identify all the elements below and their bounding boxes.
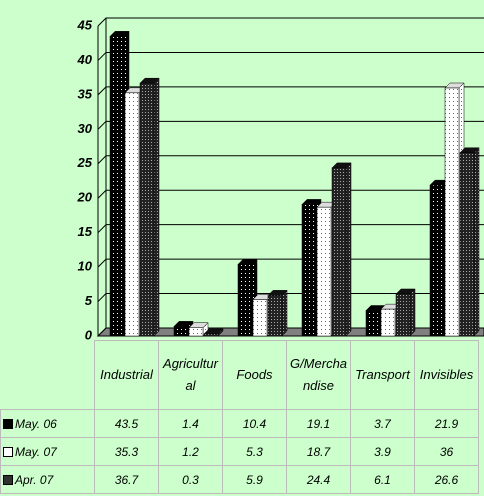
value-cell: 1.4 bbox=[158, 409, 223, 438]
value-cell: 5.9 bbox=[222, 465, 287, 494]
y-tick-label: 15 bbox=[78, 224, 93, 239]
bar bbox=[395, 293, 411, 337]
category-label: Foods bbox=[222, 340, 287, 410]
value-cell: 3.9 bbox=[350, 437, 415, 466]
bar-side bbox=[345, 162, 352, 337]
category-label: Transport bbox=[350, 340, 415, 410]
value-cell: 21.9 bbox=[414, 409, 479, 438]
bar bbox=[301, 204, 317, 337]
y-tick-label: 25 bbox=[77, 155, 93, 170]
value-cell: 36.7 bbox=[94, 465, 159, 494]
bar-side bbox=[409, 288, 416, 337]
legend-label: Apr. 07 bbox=[15, 472, 54, 487]
grid-line bbox=[97, 293, 484, 302]
category-label: G/Merchandise bbox=[286, 340, 351, 410]
value-cell: 5.3 bbox=[222, 437, 287, 466]
category-label: Industrial bbox=[94, 340, 159, 410]
grid-line bbox=[97, 17, 484, 27]
grid-line bbox=[97, 51, 484, 61]
bar bbox=[429, 184, 445, 337]
legend-label: May. 06 bbox=[15, 416, 57, 431]
grid-line bbox=[97, 258, 484, 268]
y-tick-label: 20 bbox=[77, 190, 93, 205]
legend-swatch bbox=[3, 447, 13, 458]
bar bbox=[109, 36, 125, 337]
data-table: Industrial Agricultural Foods G/Merchandise… bbox=[0, 340, 479, 494]
bar bbox=[267, 295, 283, 337]
data-row: May. 07 35.3 1.2 5.3 18.7 3.9 36 bbox=[0, 437, 479, 466]
bar bbox=[316, 206, 332, 337]
bar bbox=[331, 167, 347, 337]
value-cell: 19.1 bbox=[286, 409, 351, 438]
value-cell: 43.5 bbox=[94, 409, 159, 438]
y-tick-label: 0 bbox=[85, 327, 93, 340]
bar bbox=[188, 327, 204, 337]
value-cell: 35.3 bbox=[94, 437, 159, 466]
corner-cell bbox=[1, 341, 95, 410]
value-cell: 1.2 bbox=[158, 437, 223, 466]
grid-line bbox=[97, 86, 484, 96]
y-tick-label: 45 bbox=[77, 17, 93, 32]
grid-line bbox=[97, 189, 484, 199]
value-cell: 24.4 bbox=[286, 465, 351, 494]
legend-cell: May. 06 bbox=[0, 409, 95, 438]
chart: 0 5 10 15 20 25 30 35 40 45 bbox=[77, 17, 484, 342]
data-row: Apr. 07 36.7 0.3 5.9 24.4 6.1 26.6 bbox=[0, 465, 479, 494]
bar bbox=[173, 326, 189, 337]
y-tick-label: 10 bbox=[78, 259, 93, 274]
y-tick-label: 35 bbox=[78, 86, 93, 101]
bar bbox=[444, 87, 460, 337]
bar bbox=[139, 82, 155, 337]
category-label: Agricultural bbox=[158, 340, 223, 410]
legend-label: May. 07 bbox=[15, 444, 57, 459]
value-cell: 3.7 bbox=[350, 409, 415, 438]
y-tick-label: 40 bbox=[77, 52, 93, 67]
legend-swatch bbox=[3, 475, 13, 486]
grid-line bbox=[97, 224, 484, 234]
grid-line bbox=[97, 120, 484, 130]
y-tick-label: 30 bbox=[78, 121, 93, 136]
category-label: Invisibles bbox=[414, 340, 479, 410]
bar bbox=[124, 92, 140, 337]
legend-swatch bbox=[3, 419, 13, 430]
data-row: May. 06 43.5 1.4 10.4 19.1 3.7 21.9 bbox=[0, 409, 479, 438]
value-cell: 6.1 bbox=[350, 465, 415, 494]
legend-cell: Apr. 07 bbox=[0, 465, 95, 494]
grid-line bbox=[97, 155, 484, 165]
value-cell: 0.3 bbox=[158, 465, 223, 494]
bar bbox=[252, 299, 268, 337]
y-tick-label: 5 bbox=[85, 293, 93, 308]
bar-side bbox=[281, 289, 288, 337]
value-cell: 10.4 bbox=[222, 409, 287, 438]
value-cell: 18.7 bbox=[286, 437, 351, 466]
bar bbox=[237, 264, 253, 337]
bar bbox=[203, 333, 219, 337]
value-cell: 26.6 bbox=[414, 465, 479, 494]
legend-cell: May. 07 bbox=[0, 437, 95, 466]
bar-side bbox=[473, 147, 480, 337]
bar-side bbox=[153, 77, 160, 337]
bar bbox=[380, 308, 396, 337]
header-row: Industrial Agricultural Foods G/Merchandise… bbox=[1, 340, 479, 410]
grid-line bbox=[97, 327, 484, 337]
bar bbox=[459, 152, 475, 337]
bar bbox=[365, 310, 381, 337]
value-cell: 36 bbox=[414, 437, 479, 466]
